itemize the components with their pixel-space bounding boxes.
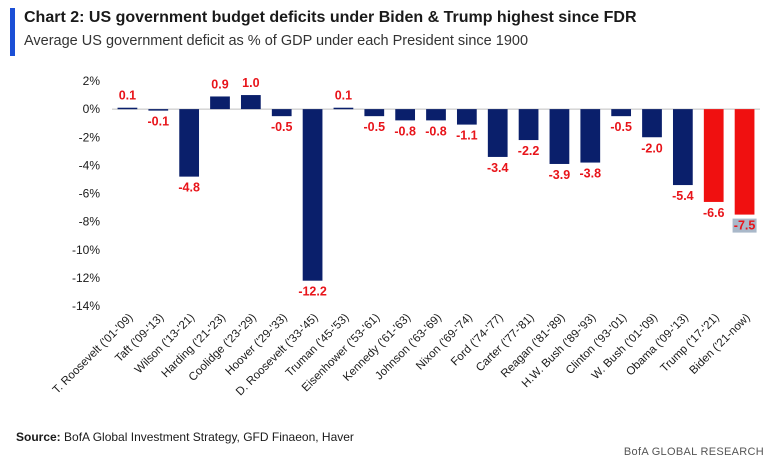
- y-tick-label: -6%: [79, 187, 101, 201]
- bar: [426, 109, 446, 121]
- y-tick-label: 2%: [83, 74, 101, 88]
- data-label: -1.1: [456, 129, 478, 143]
- data-label: -3.9: [549, 168, 571, 182]
- data-label: 0.1: [335, 89, 352, 103]
- data-label: -6.6: [703, 206, 725, 220]
- y-tick-label: -2%: [79, 130, 101, 144]
- data-label: 1.0: [242, 76, 259, 90]
- data-label: -4.8: [178, 181, 200, 195]
- bar: [271, 109, 292, 117]
- bar: [734, 109, 755, 215]
- y-tick-label: -14%: [72, 299, 100, 313]
- bar: [210, 96, 230, 110]
- data-label: -7.5: [734, 219, 756, 233]
- title-accent-bar: [10, 8, 15, 56]
- brand-footer: BofA GLOBAL RESEARCH: [623, 446, 764, 458]
- bar: [333, 107, 354, 110]
- bar: [549, 109, 570, 164]
- bar: [642, 109, 662, 138]
- data-label: -2.2: [518, 144, 540, 158]
- data-label: 0.1: [119, 89, 136, 103]
- data-label: -2.0: [641, 141, 663, 155]
- bar: [240, 95, 261, 110]
- data-label: -0.8: [394, 124, 416, 138]
- bar: [395, 109, 416, 121]
- bar: [179, 109, 200, 177]
- y-tick-label: -8%: [79, 215, 101, 229]
- bar: [364, 109, 385, 117]
- data-label: -5.4: [672, 189, 694, 203]
- data-label: -0.5: [610, 120, 632, 134]
- bar: [456, 109, 477, 125]
- data-label: -0.1: [148, 115, 170, 129]
- bar: [672, 109, 693, 186]
- bar: [117, 107, 138, 110]
- data-label: -0.5: [271, 120, 293, 134]
- source-text: BofA Global Investment Strategy, GFD Fin…: [60, 430, 354, 444]
- bar: [580, 109, 601, 163]
- data-label: 0.9: [211, 77, 228, 91]
- bar: [611, 109, 632, 117]
- data-label-highlight: [732, 218, 757, 233]
- bar: [487, 109, 508, 157]
- y-tick-label: 0%: [83, 102, 101, 116]
- source-label: Source:: [16, 430, 61, 444]
- y-tick-label: -12%: [72, 271, 100, 285]
- chart-title: Chart 2: US government budget deficits u…: [24, 9, 637, 26]
- source-note: Source: BofA Global Investment Strategy,…: [16, 430, 354, 444]
- bar: [518, 109, 539, 141]
- data-label: -0.5: [364, 120, 386, 134]
- bar-chart: 2%0%-2%-4%-6%-8%-10%-12%-14%0.1T. Roosev…: [51, 74, 760, 398]
- data-label: -0.8: [425, 124, 447, 138]
- y-tick-label: -10%: [72, 243, 100, 257]
- bar: [703, 109, 724, 202]
- data-label: -3.8: [580, 167, 602, 181]
- data-label: -3.4: [487, 161, 509, 175]
- chart-subtitle: Average US government deficit as % of GD…: [24, 33, 529, 49]
- y-tick-label: -4%: [79, 158, 101, 172]
- bar: [302, 109, 323, 281]
- bar: [148, 109, 169, 111]
- data-label: -12.2: [298, 285, 327, 299]
